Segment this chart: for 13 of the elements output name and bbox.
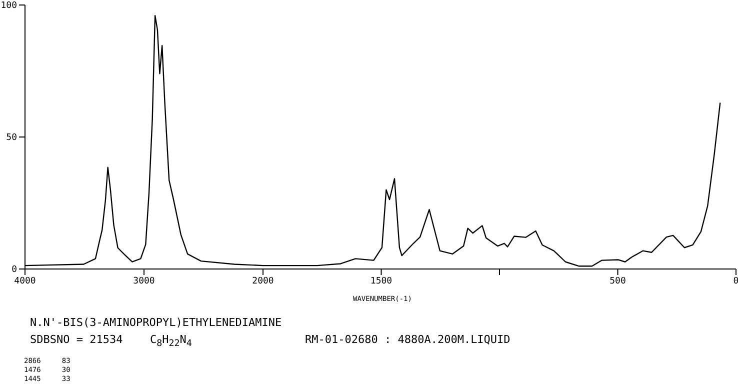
y-tick-label: 50	[6, 133, 17, 144]
y-tick-label: 100	[0, 1, 17, 12]
x-tick-label: 500	[610, 276, 626, 286]
y-tick-label: 0	[12, 265, 17, 276]
x-tick-label: 1500	[370, 276, 392, 286]
text: SDBSNO = 21534	[30, 333, 124, 348]
text: C$_{8}$H$_{22}$N$_{4}$	[150, 333, 193, 350]
text: RM-01-02680 : 4880A.200M.LIQUID	[305, 333, 510, 348]
text: N.N'-BIS(3-AMINOPROPYL)ETHYLENEDIAMINE	[30, 316, 283, 329]
x-tick-label: 0	[733, 276, 738, 286]
x-tick-label: 3000	[133, 276, 155, 286]
x-tick-label: 4000	[14, 276, 36, 286]
x-tick-label: 2000	[252, 276, 274, 286]
